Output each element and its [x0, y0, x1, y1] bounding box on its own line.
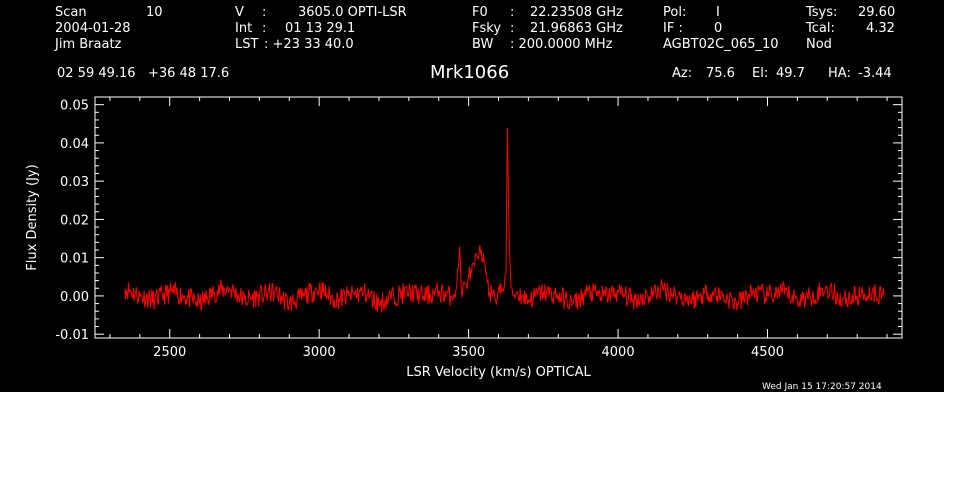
scan-value: 10	[146, 5, 163, 20]
x-axis-label: LSR Velocity (km/s) OPTICAL	[406, 365, 591, 380]
tsys-label: Tsys:	[806, 5, 838, 20]
spectrum-line	[124, 127, 885, 313]
source-coordinates: 02 59 49.16 +36 48 17.6	[57, 66, 230, 81]
x-tick-label: 2500	[153, 345, 186, 360]
observing-mode: Nod	[806, 37, 832, 52]
observation-panel: Scan 10 2004-01-28 Jim Braatz V : 3605.0…	[0, 0, 944, 392]
polarization-label: Pol:	[663, 5, 687, 20]
y-tick-label: 0.02	[60, 213, 89, 228]
polarization-value: I	[716, 5, 720, 20]
rest-frequency-colon: :	[510, 5, 515, 20]
hour-angle-value: -3.44	[858, 66, 892, 81]
x-tick-label: 4000	[602, 345, 635, 360]
tcal-value: 4.32	[866, 21, 895, 36]
velocity-value: 3605.0 OPTI-LSR	[298, 5, 407, 20]
source-name: Mrk1066	[430, 62, 510, 83]
hour-angle-label: HA:	[828, 66, 851, 81]
integration-colon: :	[262, 21, 267, 36]
sky-frequency-colon: :	[510, 21, 515, 36]
x-tick-label: 4500	[751, 345, 784, 360]
velocity-label: V	[235, 5, 244, 20]
if-label: IF :	[663, 21, 683, 36]
x-tick-label: 3500	[452, 345, 485, 360]
lst-value: : +23 33 40.0	[264, 37, 354, 52]
bandwidth-value: : 200.0000 MHz	[510, 37, 613, 52]
elevation-value: 49.7	[776, 66, 805, 81]
y-tick-label: 0.03	[60, 175, 89, 190]
tcal-label: Tcal:	[806, 21, 835, 36]
velocity-colon: :	[262, 5, 267, 20]
project-id: AGBT02C_065_10	[663, 37, 779, 52]
tsys-value: 29.60	[858, 5, 896, 20]
y-tick-label: 0.05	[60, 99, 89, 114]
sky-frequency-label: Fsky	[472, 21, 502, 36]
scan-label: Scan	[55, 5, 87, 20]
y-tick-label: 0.00	[60, 290, 89, 305]
sky-frequency-value: 21.96863 GHz	[530, 21, 623, 36]
bandwidth-label: BW	[472, 37, 494, 52]
observer-name: Jim Braatz	[55, 37, 122, 52]
azimuth-label: Az:	[672, 66, 693, 81]
observation-date: 2004-01-28	[55, 21, 131, 36]
rest-frequency-label: F0	[472, 5, 488, 20]
integration-value: 01 13 29.1	[285, 21, 356, 36]
if-value: 0	[714, 21, 723, 36]
x-tick-label: 3000	[303, 345, 336, 360]
y-tick-label: 0.01	[60, 252, 89, 267]
lst-label: LST	[235, 37, 259, 52]
y-axis-label: Flux Density (Jy)	[25, 164, 40, 270]
spectrum-chart: 2500 3000 3500 4000 4500 -0.01 0.00 0.01 0.02 0.0…	[25, 96, 903, 380]
elevation-label: El:	[752, 66, 769, 81]
integration-label: Int	[235, 21, 253, 36]
azimuth-value: 75.6	[706, 66, 735, 81]
plot-timestamp: Wed Jan 15 17:20:57 2014	[762, 382, 882, 392]
y-tick-label: -0.01	[55, 328, 89, 343]
rest-frequency-value: 22.23508 GHz	[530, 5, 623, 20]
y-tick-label: 0.04	[60, 137, 89, 152]
